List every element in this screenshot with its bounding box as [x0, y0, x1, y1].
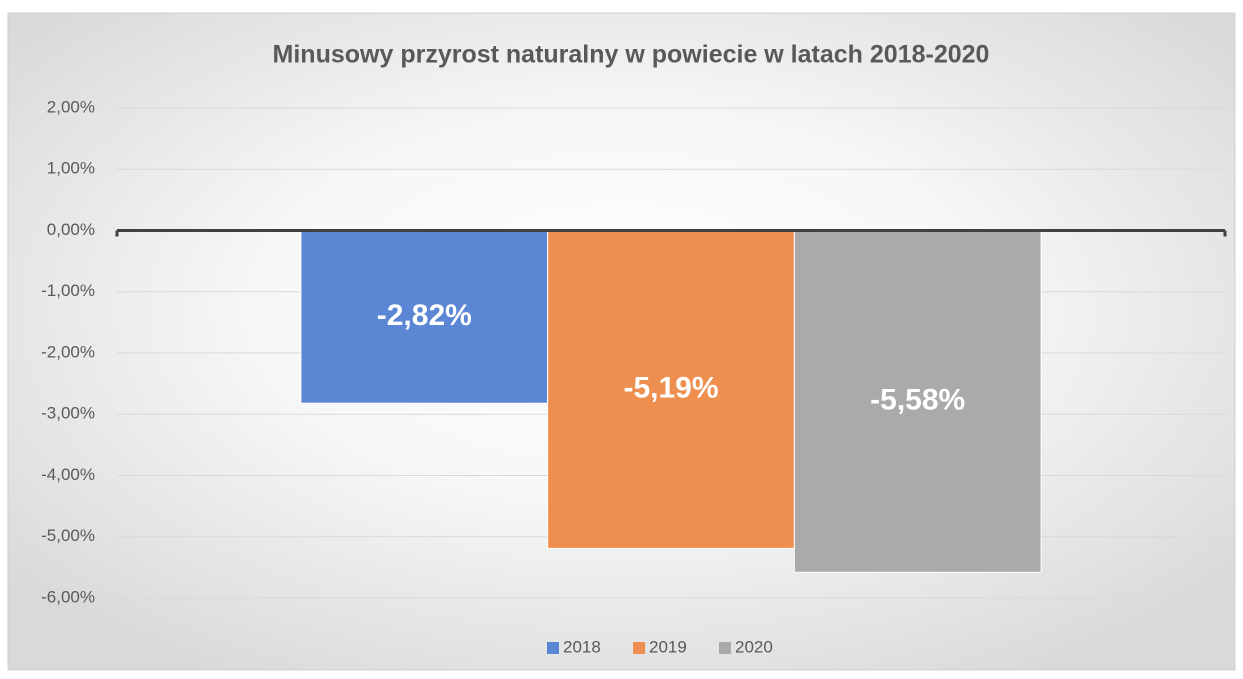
- bar: [793, 230, 1042, 573]
- legend-swatch: [633, 642, 645, 654]
- y-tick-label: 0,00%: [47, 220, 95, 239]
- y-tick-label: -1,00%: [41, 281, 95, 300]
- y-tick-label: 2,00%: [47, 97, 95, 116]
- y-tick-label: -5,00%: [41, 526, 95, 545]
- legend-label: 2020: [735, 637, 773, 656]
- y-tick-label: -4,00%: [41, 465, 95, 484]
- legend-swatch: [719, 642, 731, 654]
- legend-label: 2019: [649, 637, 687, 656]
- data-label: -2,82%: [377, 299, 472, 332]
- data-label: -5,19%: [623, 371, 718, 404]
- y-tick-label: -6,00%: [41, 587, 95, 606]
- chart-title: Minusowy przyrost naturalny w powiecie w…: [273, 41, 990, 69]
- y-tick-label: -2,00%: [41, 342, 95, 361]
- data-label: -5,58%: [870, 383, 965, 416]
- bar: [300, 230, 549, 404]
- y-tick-label: 1,00%: [47, 159, 95, 178]
- y-tick-label: -3,00%: [41, 404, 95, 423]
- bar: [547, 230, 795, 549]
- legend-label: 2018: [563, 637, 601, 656]
- legend-swatch: [547, 642, 559, 654]
